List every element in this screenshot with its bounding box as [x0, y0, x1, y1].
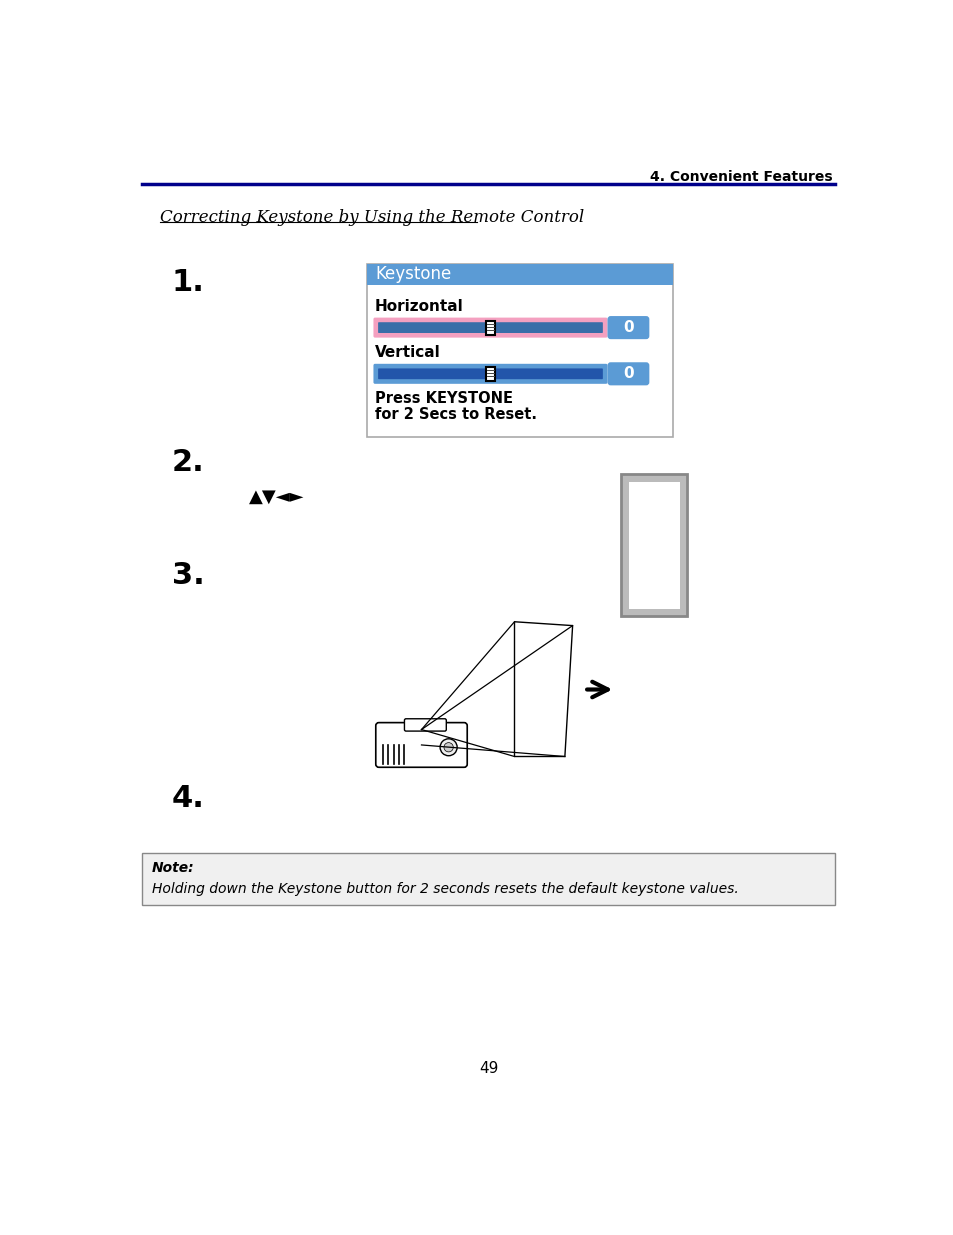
FancyBboxPatch shape	[485, 321, 495, 335]
Text: 1.: 1.	[172, 268, 205, 298]
Text: Holding down the Keystone button for 2 seconds resets the default keystone value: Holding down the Keystone button for 2 s…	[152, 882, 738, 895]
Text: Press KEYSTONE: Press KEYSTONE	[375, 391, 513, 406]
Text: Vertical: Vertical	[375, 345, 440, 359]
Text: for 2 Secs to Reset.: for 2 Secs to Reset.	[375, 408, 537, 422]
Text: 2.: 2.	[172, 448, 205, 477]
FancyBboxPatch shape	[607, 362, 649, 385]
FancyBboxPatch shape	[629, 482, 679, 609]
Text: 4. Convenient Features: 4. Convenient Features	[649, 170, 831, 184]
Text: 4.: 4.	[172, 784, 205, 814]
Text: Note:: Note:	[152, 861, 194, 876]
FancyBboxPatch shape	[485, 367, 495, 380]
Text: 3.: 3.	[172, 561, 205, 590]
FancyBboxPatch shape	[367, 264, 673, 437]
FancyBboxPatch shape	[620, 474, 686, 616]
FancyBboxPatch shape	[373, 317, 607, 337]
Circle shape	[443, 742, 453, 752]
Text: Correcting Keystone by Using the Remote Control: Correcting Keystone by Using the Remote …	[159, 209, 583, 226]
Text: 0: 0	[622, 320, 633, 335]
Polygon shape	[514, 621, 572, 757]
Text: ▲▼◄►: ▲▼◄►	[249, 488, 305, 506]
FancyBboxPatch shape	[367, 264, 673, 285]
Text: Keystone: Keystone	[375, 266, 451, 284]
FancyBboxPatch shape	[142, 852, 835, 905]
Text: Horizontal: Horizontal	[375, 299, 463, 314]
FancyBboxPatch shape	[377, 368, 602, 379]
FancyBboxPatch shape	[377, 322, 602, 333]
Text: 0: 0	[622, 367, 633, 382]
Text: 49: 49	[478, 1061, 498, 1076]
Circle shape	[439, 739, 456, 756]
FancyBboxPatch shape	[607, 316, 649, 340]
FancyBboxPatch shape	[375, 722, 467, 767]
FancyBboxPatch shape	[373, 364, 607, 384]
FancyBboxPatch shape	[404, 719, 446, 731]
